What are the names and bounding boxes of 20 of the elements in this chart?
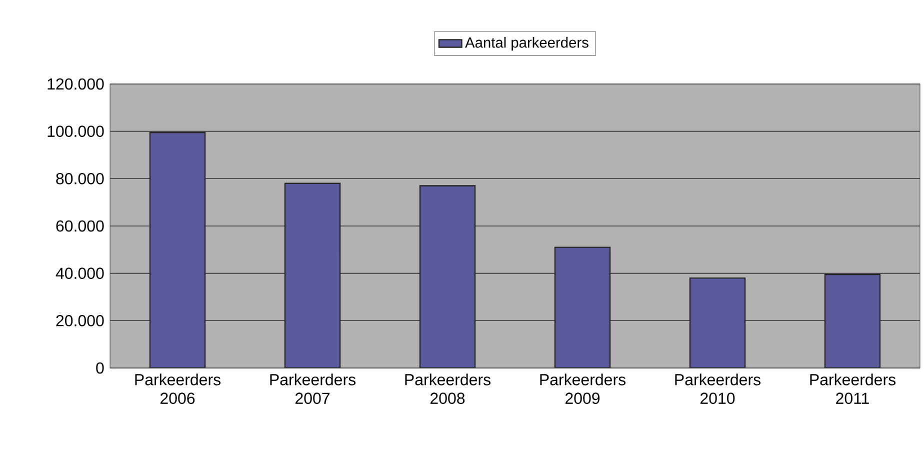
y-tick-label: 40.000: [56, 268, 104, 279]
x-tick-label: Parkeerders 2011: [810, 374, 896, 404]
y-tick-label: 120.000: [48, 78, 104, 90]
bar: [419, 185, 476, 368]
y-tick-label: 100.000: [48, 126, 104, 137]
x-tick-label: Parkeerders 2010: [675, 374, 760, 404]
y-tick-label: 60.000: [56, 220, 104, 232]
y-tick-label: 0: [96, 362, 104, 374]
bar: [554, 246, 611, 368]
y-tick-label: 80.000: [56, 173, 104, 184]
bar: [149, 132, 206, 368]
y-tick-label: 20.000: [56, 314, 104, 326]
x-tick-label: Parkeerders 2008: [405, 374, 490, 404]
x-tick-label: Parkeerders 2009: [540, 374, 626, 404]
bar: [284, 182, 341, 368]
bar: [689, 277, 746, 368]
legend-label: Aantal parkeerders: [465, 36, 588, 51]
bar: [824, 274, 881, 368]
x-tick-label: Parkeerders 2006: [135, 374, 220, 404]
x-tick-label: Parkeerders 2007: [270, 374, 356, 404]
